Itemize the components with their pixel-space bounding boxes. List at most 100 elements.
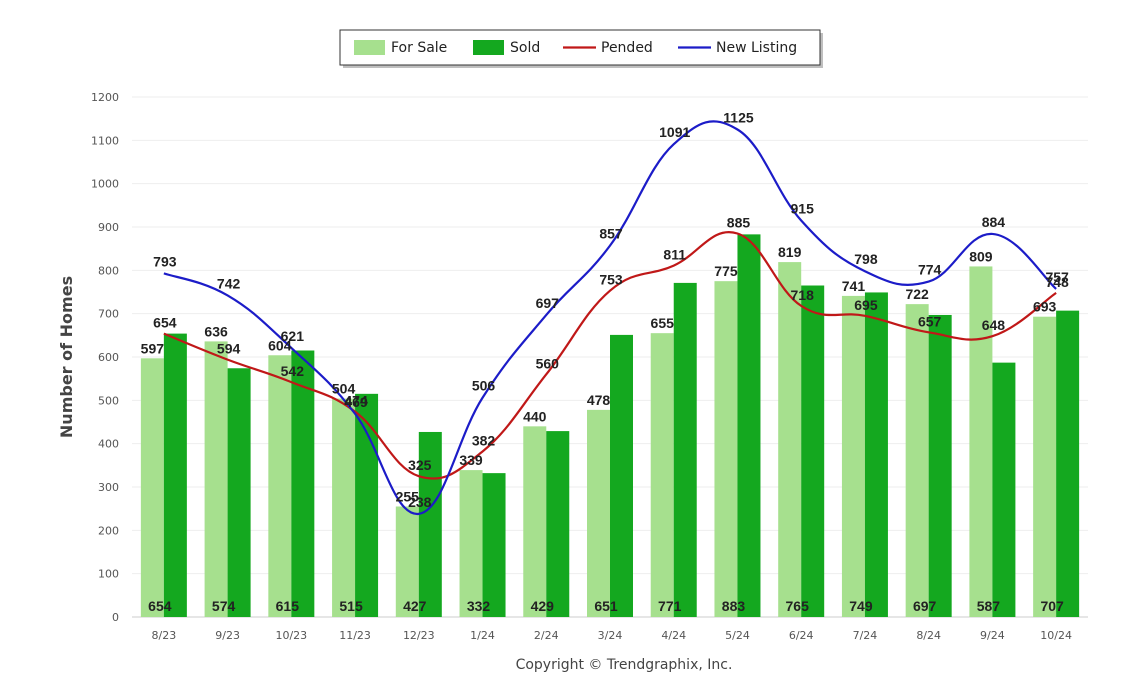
- x-tick-label: 9/24: [980, 629, 1005, 642]
- bar-sold: [864, 292, 888, 617]
- x-tick-label: 7/24: [853, 629, 878, 642]
- data-label-for-sale: 655: [651, 315, 675, 331]
- data-label-sold: 697: [913, 598, 937, 614]
- bar-for-sale: [969, 266, 993, 617]
- data-labels: 597 636 604 504 255 339 440 478 655 775 819 741 722 8…: [141, 110, 1069, 615]
- data-label-sold: 654: [148, 598, 172, 614]
- data-label-sold: 429: [531, 598, 555, 614]
- x-tick-label: 9/23: [215, 629, 240, 642]
- bar-for-sale: [1033, 316, 1057, 617]
- data-label-for-sale: 693: [1033, 299, 1057, 315]
- bar-sold: [801, 285, 825, 617]
- data-label-new-listing: 793: [153, 253, 177, 269]
- bar-for-sale: [650, 333, 674, 617]
- y-tick-label: 300: [98, 481, 119, 494]
- bar-sold: [355, 393, 379, 617]
- data-label-sold: 587: [977, 598, 1001, 614]
- y-tick-label: 1100: [91, 134, 119, 147]
- x-tick-label: 8/23: [152, 629, 177, 642]
- data-label-sold: 707: [1040, 598, 1064, 614]
- y-tick-label: 500: [98, 394, 119, 407]
- bar-for-sale: [778, 262, 802, 617]
- y-tick-label: 1000: [91, 178, 119, 191]
- data-label-new-listing: 757: [1045, 269, 1069, 285]
- data-label-sold: 765: [786, 598, 810, 614]
- bar-for-sale: [268, 355, 292, 617]
- data-label-new-listing: 697: [536, 295, 560, 311]
- legend-label-for-sale: For Sale: [391, 40, 447, 56]
- y-tick-label: 700: [98, 308, 119, 321]
- data-label-sold: 332: [467, 598, 491, 614]
- bar-for-sale: [140, 358, 164, 617]
- data-label-new-listing: 915: [791, 201, 815, 217]
- x-tick-label: 5/24: [725, 629, 750, 642]
- y-tick-label: 600: [98, 351, 119, 364]
- y-tick-label: 900: [98, 221, 119, 234]
- data-label-for-sale: 478: [587, 392, 611, 408]
- data-label-for-sale: 809: [969, 248, 993, 264]
- data-label-pended: 325: [408, 457, 432, 473]
- bar-sold: [291, 350, 315, 617]
- data-label-sold: 515: [339, 598, 363, 614]
- data-label-for-sale: 741: [842, 278, 866, 294]
- data-label-for-sale: 339: [459, 452, 483, 468]
- data-label-pended: 748: [1045, 274, 1069, 290]
- legend-label-pended: Pended: [601, 40, 653, 56]
- bar-for-sale: [204, 341, 228, 617]
- y-tick-label: 200: [98, 524, 119, 537]
- data-label-pended: 474: [344, 393, 368, 409]
- legend: For Sale Sold Pended New Listing: [339, 29, 823, 68]
- data-label-sold: 427: [403, 598, 427, 614]
- legend-swatch-for-sale: [354, 40, 385, 55]
- data-label-sold: 615: [276, 598, 300, 614]
- y-tick-label: 800: [98, 264, 119, 277]
- x-tick-label: 3/24: [598, 629, 623, 642]
- line-pended: [163, 231, 1057, 480]
- y-tick-label: 100: [98, 568, 119, 581]
- data-label-for-sale: 504: [332, 381, 356, 397]
- data-label-pended: 594: [217, 341, 241, 357]
- bar-for-sale: [714, 281, 738, 617]
- bar-for-sale: [587, 409, 610, 617]
- data-label-pended: 885: [727, 215, 751, 231]
- data-label-new-listing: 857: [599, 226, 623, 242]
- x-tick-label: 4/24: [661, 629, 686, 642]
- x-tick-label: 6/24: [789, 629, 814, 642]
- bar-for-sale: [523, 426, 547, 617]
- data-label-pended: 718: [791, 287, 815, 303]
- bar-for-sale: [332, 398, 356, 617]
- x-tick-label: 8/24: [916, 629, 941, 642]
- data-label-new-listing: 469: [344, 394, 368, 410]
- data-label-pended: 657: [918, 313, 942, 329]
- data-label-new-listing: 798: [854, 251, 878, 267]
- x-tick-label: 2/24: [534, 629, 559, 642]
- data-label-for-sale: 722: [905, 286, 929, 302]
- x-tick-label: 11/23: [339, 629, 371, 642]
- bar-for-sale: [841, 295, 865, 617]
- data-label-new-listing: 884: [982, 214, 1006, 230]
- bar-sold: [610, 334, 633, 617]
- bar-sold: [673, 282, 697, 617]
- data-label-for-sale: 255: [396, 489, 420, 505]
- bar-sold: [737, 234, 761, 617]
- bar-sold: [546, 431, 570, 617]
- data-label-new-listing: 1091: [659, 124, 690, 140]
- data-label-pended: 542: [281, 363, 305, 379]
- bar-for-sale: [459, 470, 483, 617]
- data-label-pended: 695: [854, 297, 878, 313]
- data-label-sold: 574: [212, 598, 236, 614]
- x-tick-label: 1/24: [470, 629, 495, 642]
- data-label-new-listing: 774: [918, 262, 942, 278]
- bar-for-sale: [905, 304, 929, 617]
- data-label-sold: 883: [722, 598, 746, 614]
- data-label-new-listing: 621: [281, 328, 305, 344]
- data-label-new-listing: 238: [408, 494, 432, 510]
- legend-label-new-listing: New Listing: [716, 40, 797, 56]
- data-label-pended: 654: [153, 315, 177, 331]
- data-label-for-sale: 440: [523, 408, 547, 424]
- y-tick-label: 1200: [91, 91, 119, 104]
- legend-label-sold: Sold: [510, 40, 540, 56]
- data-label-for-sale: 775: [714, 263, 738, 279]
- y-axis-ticks: 0 100 200 300 400 500 600 700 800 900 1000 1100 1200: [91, 91, 119, 624]
- bar-sold: [928, 314, 952, 617]
